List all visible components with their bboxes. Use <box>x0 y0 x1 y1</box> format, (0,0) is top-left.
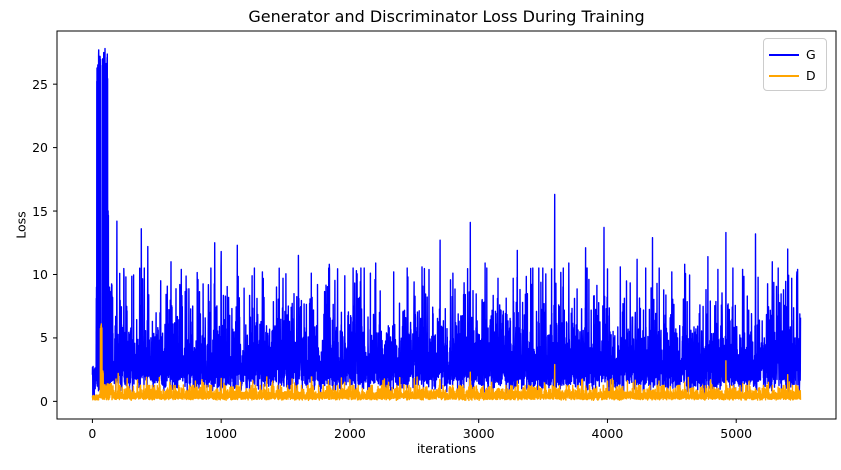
legend-label-g: G <box>806 47 816 62</box>
x-tick-label-4: 4000 <box>591 426 624 441</box>
legend-label-d: D <box>806 68 816 83</box>
series-line-g <box>91 47 802 396</box>
y-tick-label-3: 15 <box>32 203 48 219</box>
x-axis-label: iterations <box>416 441 477 456</box>
x-tick-label-5: 5000 <box>720 426 753 441</box>
y-tick-label-0: 0 <box>40 393 48 409</box>
legend-line-d <box>769 74 799 77</box>
legend: G D <box>763 38 827 91</box>
legend-entry-d: D <box>769 65 826 86</box>
x-tick-label-3: 3000 <box>462 426 495 441</box>
legend-entry-g: G <box>769 44 826 65</box>
axes-spines <box>56 30 837 420</box>
y-tick-label-2: 10 <box>32 266 48 282</box>
y-tick-label-5: 25 <box>32 76 48 92</box>
series-line-d <box>91 323 802 402</box>
x-tick-label-1: 1000 <box>205 426 238 441</box>
x-tick-label-2: 2000 <box>334 426 366 441</box>
y-tick-label-4: 20 <box>32 140 48 156</box>
legend-line-g <box>769 53 799 56</box>
x-tick-label-0: 0 <box>88 426 97 441</box>
chart-title: Generator and Discriminator Loss During … <box>248 7 645 26</box>
y-tick-label-1: 5 <box>40 330 48 346</box>
